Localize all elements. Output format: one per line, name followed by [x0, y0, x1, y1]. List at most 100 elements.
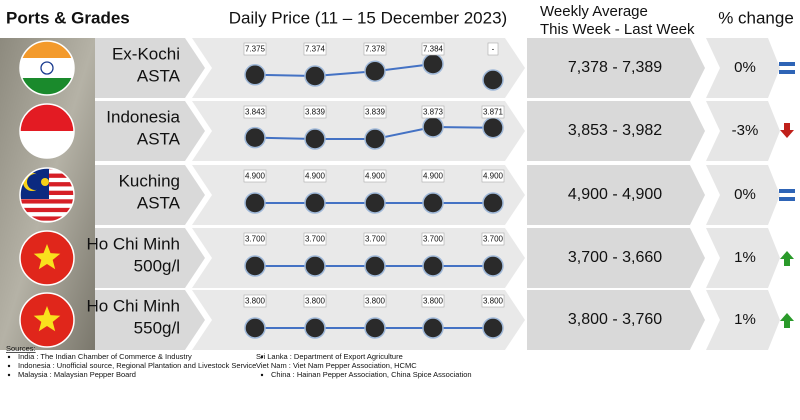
port-name: 550g/l: [134, 318, 180, 337]
flag-star: [33, 306, 61, 332]
port-name: Ex-Kochi: [112, 44, 180, 63]
price-label: 7.378: [365, 45, 386, 54]
missing-marker: [482, 69, 504, 91]
change-panel: [706, 290, 780, 350]
name-panel: [95, 101, 205, 161]
price-label-box: [421, 42, 445, 56]
percent-change: -3%: [732, 122, 759, 139]
chart-panel: [192, 290, 525, 350]
name-panel: [95, 38, 205, 98]
price-label-box: [421, 232, 445, 246]
flag-rim: [19, 230, 75, 286]
price-label: 3.700: [483, 235, 504, 244]
port-name: Ho Chi Minh: [86, 296, 180, 315]
price-marker: [304, 128, 326, 150]
percent-change: 1%: [734, 311, 756, 328]
weekly-average: 3,853 - 3,982: [568, 122, 662, 139]
port-name: Ho Chi Minh: [86, 234, 180, 253]
price-label: 7.374: [305, 45, 326, 54]
trend-equal: [779, 70, 795, 74]
price-label: 3.800: [305, 297, 326, 306]
price-marker: [482, 255, 504, 277]
price-marker: [244, 317, 266, 339]
flag: [20, 231, 74, 285]
price-marker: [364, 128, 386, 150]
trend-equal: [779, 62, 795, 66]
flag-band: [20, 199, 74, 204]
price-marker: [364, 192, 386, 214]
price-label-box: [243, 232, 267, 246]
weekly-average: 3,700 - 3,660: [568, 249, 662, 266]
price-label-box: [421, 105, 445, 119]
header-change: % change: [718, 8, 794, 27]
price-marker: [364, 60, 386, 82]
price-marker: [422, 255, 444, 277]
price-marker: [364, 317, 386, 339]
price-label: 3.800: [365, 297, 386, 306]
trend-up: [780, 313, 794, 328]
change-panel: [706, 165, 780, 225]
name-panel: [95, 228, 205, 288]
price-marker: [244, 64, 266, 86]
weekly-average: 3,800 - 3,760: [568, 311, 662, 328]
source-item: Malaysia : Malaysian Pepper Board: [18, 370, 136, 379]
trend-equal: [779, 189, 795, 193]
price-line: [254, 63, 434, 78]
port-name: 500g/l: [134, 256, 180, 275]
price-label: 7.384: [423, 45, 444, 54]
row: Ho Chi Minh 500g/l 3.700 3.700 3.700 3.700 3.7…: [19, 228, 794, 288]
price-label: 3.800: [483, 297, 504, 306]
price-label-box: [363, 169, 387, 183]
source-item: Indonesia : Unofficial source, Regional …: [18, 361, 256, 370]
source-item: Viet Nam : Viet Nam Pepper Association, …: [256, 361, 417, 370]
weekly-panel: [527, 38, 705, 98]
price-label-box: [303, 169, 327, 183]
name-panel: [95, 165, 205, 225]
price-label-box: [243, 294, 267, 308]
price-label-box: [481, 232, 505, 246]
flag-rim: [19, 292, 75, 348]
price-marker: [482, 192, 504, 214]
weekly-average: 7,378 - 7,389: [568, 59, 662, 76]
price-label: 3.700: [423, 235, 444, 244]
percent-change: 1%: [734, 249, 756, 266]
source-item: Sri Lanka : Department of Export Agricul…: [256, 352, 403, 361]
price-marker: [422, 116, 444, 138]
flag-band: [20, 58, 74, 78]
weekly-panel: [527, 101, 705, 161]
row: Indonesia ASTA 3.843 3.839 3.839 3.873 3.871 3,…: [19, 101, 794, 161]
change-panel: [706, 38, 780, 98]
price-label-box: [481, 294, 505, 308]
row: Ex-Kochi ASTA 7.375 7.374 7.378 7.384 - 7,378 -…: [19, 38, 795, 98]
weekly-average: 4,900 - 4,900: [568, 186, 662, 203]
price-label: 3.871: [483, 108, 504, 117]
flag-star: [33, 244, 61, 270]
price-label: 4.900: [305, 172, 326, 181]
flag-moon: [27, 174, 43, 190]
bullet: [7, 364, 11, 368]
price-label-box: [363, 42, 387, 56]
percent-change: 0%: [734, 186, 756, 203]
change-panel: [706, 228, 780, 288]
weekly-panel: [527, 165, 705, 225]
source-item: China : Hainan Pepper Association, China…: [271, 370, 472, 379]
price-marker: [422, 53, 444, 75]
flag-band: [20, 216, 74, 221]
source-item: India : The Indian Chamber of Commerce &…: [18, 352, 192, 361]
weekly-panel: [527, 228, 705, 288]
price-marker: [304, 65, 326, 87]
port-name: ASTA: [137, 129, 181, 148]
price-label: 4.900: [245, 172, 266, 181]
price-label-box: [303, 232, 327, 246]
header-weekly: This Week - Last Week: [540, 21, 695, 38]
port-name: Kuching: [119, 171, 180, 190]
price-label-box: [303, 294, 327, 308]
name-panel: [95, 290, 205, 350]
flag-band: [20, 207, 74, 213]
header-daily: Daily Price (11 – 15 December 2023): [229, 8, 507, 27]
header-ports: Ports & Grades: [6, 8, 130, 27]
port-name: Indonesia: [106, 107, 180, 126]
price-label: 4.900: [483, 172, 504, 181]
port-name: ASTA: [137, 66, 181, 85]
price-marker: [482, 317, 504, 339]
